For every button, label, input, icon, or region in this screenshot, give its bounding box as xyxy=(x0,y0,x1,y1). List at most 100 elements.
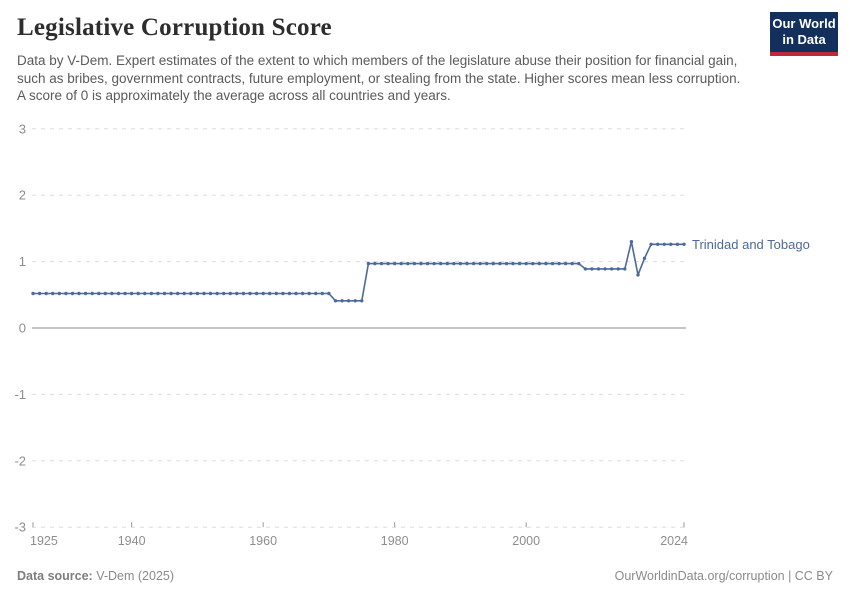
chart-area: 3 2 1 0 -1 -2 -3 1925 1940 1960 1980 2000 2024 Trinid… xyxy=(0,112,850,560)
data-point xyxy=(610,267,614,271)
x-axis-tick-label: 1940 xyxy=(118,534,146,548)
data-point xyxy=(333,299,338,303)
data-point xyxy=(465,261,469,266)
data-point xyxy=(314,291,318,296)
data-point xyxy=(570,261,574,266)
data-point xyxy=(458,261,463,266)
data-point xyxy=(44,291,48,296)
x-axis-tick-label: 2024 xyxy=(660,534,688,548)
data-point xyxy=(425,261,430,266)
data-point xyxy=(452,261,456,266)
data-point xyxy=(274,291,278,296)
data-point xyxy=(662,242,666,246)
data-point xyxy=(386,261,390,266)
x-axis-tick-label: 1960 xyxy=(249,534,277,548)
data-point xyxy=(169,291,173,296)
data-point xyxy=(116,291,121,296)
data-point xyxy=(412,261,417,266)
data-point xyxy=(649,242,653,246)
chart-canvas: 3 2 1 0 -1 -2 -3 1925 1940 1960 1980 2000 2024 Trinid… xyxy=(14,121,810,548)
data-point xyxy=(57,291,61,296)
y-axis-tick-label: -3 xyxy=(14,520,26,535)
data-point xyxy=(300,291,305,296)
data-point xyxy=(511,261,515,266)
data-point xyxy=(136,291,140,296)
data-point xyxy=(254,291,259,296)
data-point xyxy=(439,261,443,266)
data-point xyxy=(669,242,673,246)
data-point xyxy=(281,291,285,296)
data-point xyxy=(557,261,561,266)
data-point xyxy=(373,261,377,266)
data-point xyxy=(504,261,509,266)
chart-footer: Data source: V-Dem (2025) OurWorldinData… xyxy=(17,569,833,583)
data-point xyxy=(445,261,449,266)
data-point xyxy=(550,261,555,266)
data-point xyxy=(149,291,154,296)
data-point xyxy=(656,242,660,246)
data-point xyxy=(143,291,147,296)
y-axis-tick-label: 0 xyxy=(19,321,26,336)
data-source-label: Data source: xyxy=(17,569,93,583)
data-point xyxy=(162,291,167,296)
data-point xyxy=(498,261,502,266)
owid-logo[interactable]: Our World in Data xyxy=(770,12,838,56)
data-point xyxy=(406,261,410,266)
x-axis-tick-label: 1980 xyxy=(381,534,409,548)
data-point xyxy=(623,267,627,271)
data-point xyxy=(70,291,75,296)
data-point xyxy=(189,291,193,296)
data-point xyxy=(228,291,232,296)
data-point xyxy=(327,291,331,296)
data-point xyxy=(248,291,252,296)
data-point xyxy=(491,261,495,266)
data-point xyxy=(682,242,686,246)
data-point xyxy=(642,256,647,260)
citation-link[interactable]: OurWorldinData.org/corruption | CC BY xyxy=(614,569,833,583)
data-point xyxy=(596,267,601,271)
data-point xyxy=(379,261,384,266)
data-point xyxy=(64,291,68,296)
data-point xyxy=(294,291,298,296)
data-point xyxy=(268,291,272,296)
data-point xyxy=(353,299,357,303)
y-axis-tick-label: 1 xyxy=(19,254,26,269)
data-point xyxy=(235,291,239,296)
series-end-label: Trinidad and Tobago xyxy=(692,237,810,252)
data-point xyxy=(563,261,568,266)
data-point xyxy=(636,273,640,277)
data-point xyxy=(83,291,88,296)
page-title: Legislative Corruption Score xyxy=(17,14,332,41)
data-point xyxy=(544,261,548,266)
data-point xyxy=(346,299,351,303)
y-axis-tick-label: 3 xyxy=(19,121,26,136)
data-point xyxy=(616,267,620,271)
data-point xyxy=(37,291,42,296)
data-point xyxy=(320,291,324,296)
data-point xyxy=(51,291,55,296)
data-point xyxy=(517,261,522,266)
data-point xyxy=(432,261,436,266)
owid-logo-line1: Our World xyxy=(772,16,836,31)
data-point xyxy=(366,261,371,266)
data-point xyxy=(360,299,364,303)
data-point xyxy=(176,291,180,296)
data-point xyxy=(399,261,403,266)
data-point xyxy=(90,291,94,296)
data-point xyxy=(537,261,541,266)
data-point xyxy=(675,242,680,246)
data-point xyxy=(478,261,482,266)
data-point xyxy=(208,291,213,296)
chart-subtitle: Data by V-Dem. Expert estimates of the e… xyxy=(17,53,741,103)
data-point xyxy=(287,291,292,296)
series-line xyxy=(33,240,684,302)
data-point xyxy=(97,291,101,296)
data-point xyxy=(419,261,423,266)
data-point xyxy=(103,291,108,296)
data-point xyxy=(603,267,607,271)
data-point xyxy=(129,291,134,296)
data-point xyxy=(340,299,344,303)
y-axis-tick-label: -2 xyxy=(14,453,26,468)
data-point xyxy=(202,291,206,296)
